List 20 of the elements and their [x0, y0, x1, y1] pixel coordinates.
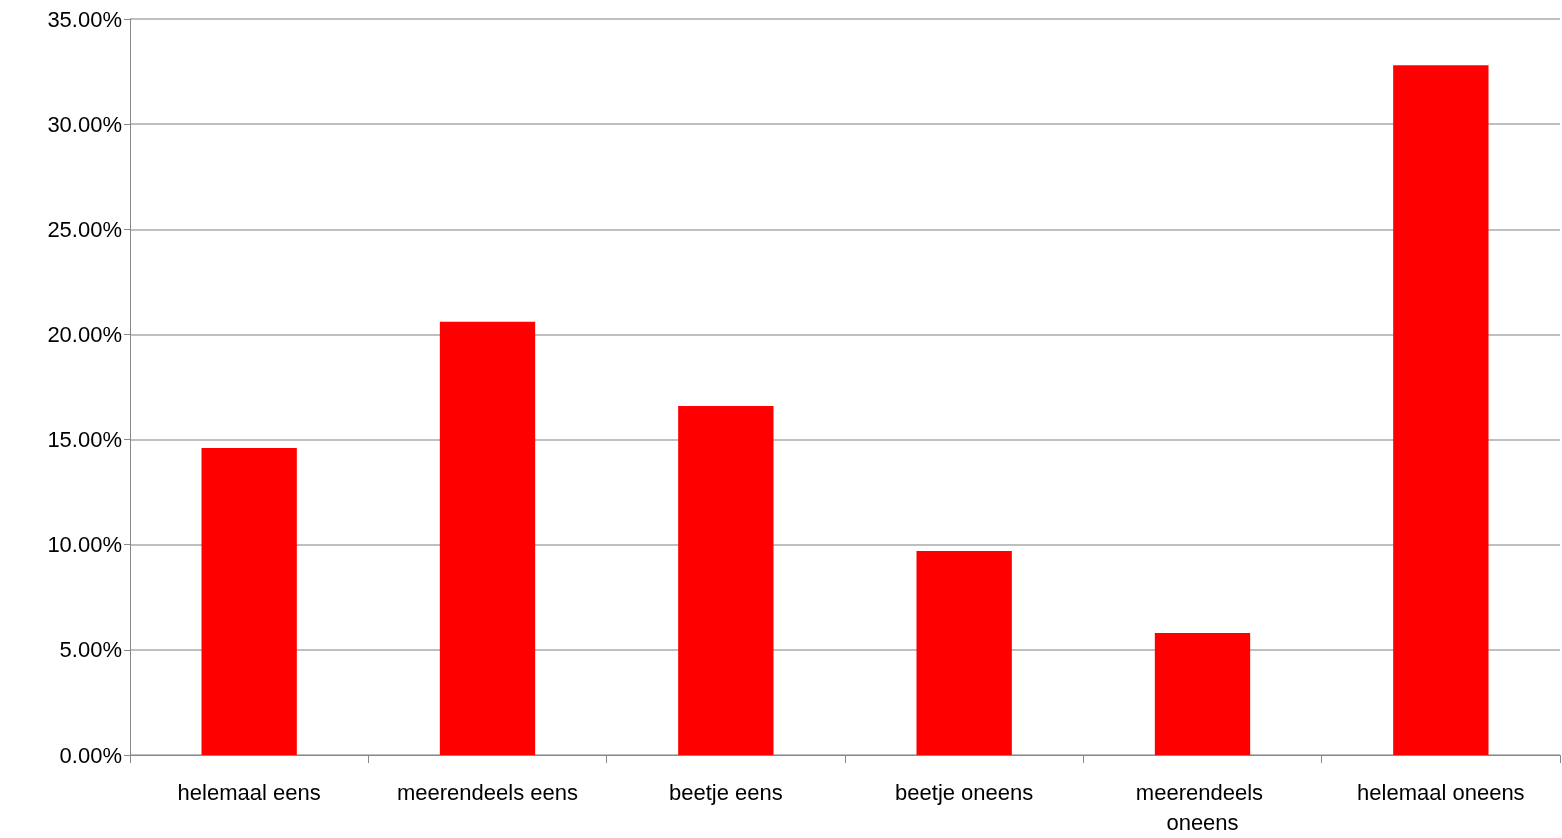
- y-tick-label: 5.00%: [59, 637, 122, 663]
- y-tick-label: 15.00%: [47, 427, 122, 453]
- bar: [916, 551, 1012, 755]
- bar: [1393, 65, 1489, 755]
- x-tick-label: helemaal eens: [177, 779, 321, 805]
- bar: [201, 447, 297, 755]
- y-tick-label: 0.00%: [59, 742, 122, 768]
- y-tick-label: 35.00%: [47, 6, 122, 32]
- y-tick-label: 10.00%: [47, 532, 122, 558]
- x-tick-label: meerendeels oneens: [1135, 779, 1270, 835]
- bar: [439, 321, 536, 755]
- bar: [678, 405, 774, 755]
- x-tick-label: beetje oneens: [895, 779, 1034, 805]
- y-tick-label: 20.00%: [47, 321, 122, 347]
- x-tick-label: beetje eens: [668, 779, 783, 805]
- y-tick-label: 25.00%: [47, 216, 122, 242]
- y-tick-label: 30.00%: [47, 111, 122, 137]
- x-tick-label: helemaal oneens: [1357, 779, 1525, 805]
- bar: [1154, 633, 1251, 755]
- x-tick-label: meerendeels eens: [396, 779, 579, 805]
